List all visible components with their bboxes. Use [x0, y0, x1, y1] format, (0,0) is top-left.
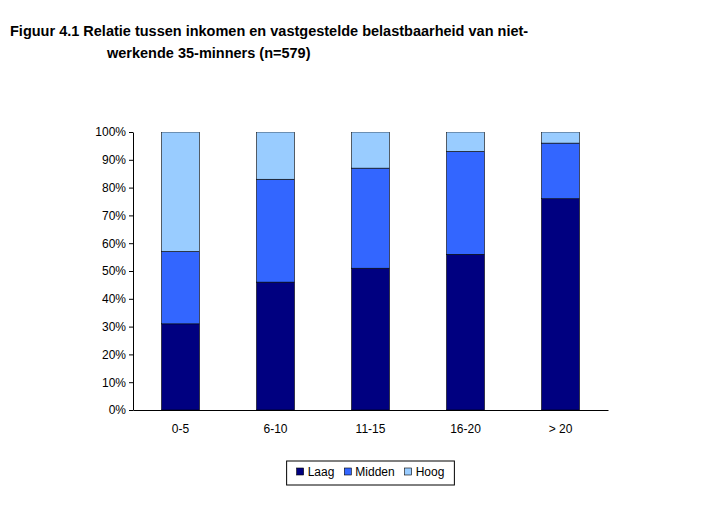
legend-label: Laag	[308, 465, 335, 479]
y-axis: 0% 10% 20% 30% 40% 50% 60% 70% 80% 90% 100%	[95, 125, 133, 417]
bar-segment	[542, 143, 580, 199]
y-tick-mark	[129, 299, 133, 300]
x-axis-line	[134, 410, 609, 411]
bar-segment	[352, 168, 390, 268]
y-tick: 0%	[109, 403, 133, 417]
bar-segment	[257, 282, 295, 410]
bar-segment	[257, 132, 295, 179]
bar-segment	[447, 132, 485, 151]
y-tick: 80%	[102, 181, 133, 195]
bar-segment	[352, 268, 390, 410]
x-tick: > 20	[549, 410, 573, 436]
legend-swatch	[297, 468, 304, 475]
y-tick-mark	[129, 188, 133, 189]
bar-segment	[542, 132, 580, 143]
y-tick-mark	[129, 354, 133, 355]
bar-segment	[257, 179, 295, 282]
bar-segment	[447, 151, 485, 254]
y-tick: 10%	[102, 376, 133, 390]
bar-segment	[162, 324, 200, 410]
chart: Figuur 4.1 Relatie tussen inkomen en vas…	[0, 0, 701, 508]
y-tick-label: 60%	[102, 237, 126, 251]
y-tick-label: 20%	[102, 348, 126, 362]
y-tick: 20%	[102, 348, 133, 362]
title-line: Figuur 4.1 Relatie tussen inkomen en vas…	[10, 23, 528, 39]
bars	[162, 132, 580, 410]
y-tick: 60%	[102, 237, 133, 251]
y-tick-label: 30%	[102, 320, 126, 334]
y-tick: 70%	[102, 209, 133, 223]
y-tick-mark	[129, 327, 133, 328]
bar-segment	[542, 199, 580, 410]
x-tick-label: 6-10	[263, 422, 287, 436]
x-tick: 11-15	[356, 410, 386, 436]
bar-segment	[162, 132, 200, 252]
y-tick-mark	[129, 410, 133, 411]
legend-label: Hoog	[416, 465, 445, 479]
legend: Laag Midden Hoog	[287, 461, 455, 485]
y-tick: 30%	[102, 320, 133, 334]
y-tick-label: 100%	[95, 125, 126, 139]
y-tick-mark	[129, 271, 133, 272]
x-axis: 0-5 6-10 11-15 16-20 > 20	[134, 410, 609, 436]
x-tick-label: 16-20	[450, 422, 481, 436]
y-tick: 90%	[102, 153, 133, 167]
x-tick-label: 0-5	[172, 422, 190, 436]
y-tick-label: 0%	[109, 403, 127, 417]
legend-box	[287, 461, 455, 485]
y-tick: 40%	[102, 292, 133, 306]
bar-segment	[447, 254, 485, 410]
y-tick-mark	[129, 132, 133, 133]
y-tick-mark	[129, 382, 133, 383]
y-tick-label: 70%	[102, 209, 126, 223]
x-tick: 16-20	[450, 410, 481, 436]
title-line: werkende 35-minners (n=579)	[106, 45, 311, 61]
y-tick-label: 40%	[102, 292, 126, 306]
bar-segment	[352, 132, 390, 168]
legend-swatch	[405, 468, 412, 475]
y-tick-mark	[129, 215, 133, 216]
legend-swatch	[344, 468, 351, 475]
y-tick: 50%	[102, 264, 133, 278]
y-tick-mark	[129, 243, 133, 244]
bar-segment	[162, 252, 200, 324]
y-tick: 100%	[95, 125, 133, 139]
y-tick-label: 90%	[102, 153, 126, 167]
x-tick-label: 11-15	[356, 422, 386, 436]
x-tick-label: > 20	[549, 422, 573, 436]
y-axis-line	[133, 133, 134, 411]
y-tick-label: 10%	[102, 376, 126, 390]
x-tick: 6-10	[263, 410, 287, 436]
y-tick-label: 50%	[102, 264, 126, 278]
legend-label: Midden	[355, 465, 394, 479]
title: Figuur 4.1 Relatie tussen inkomen en vas…	[10, 23, 528, 61]
y-tick-mark	[129, 160, 133, 161]
x-tick: 0-5	[172, 410, 190, 436]
y-tick-label: 80%	[102, 181, 126, 195]
